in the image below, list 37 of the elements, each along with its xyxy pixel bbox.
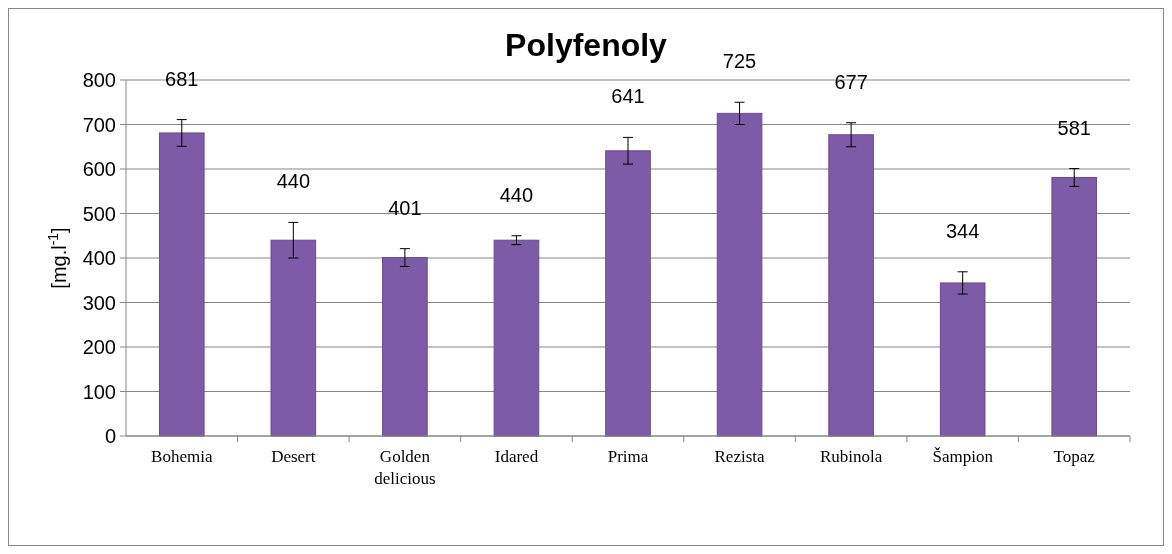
- y-tick-label: 700: [82, 113, 116, 136]
- x-tick-label: Idared: [494, 447, 539, 466]
- data-label: 641: [611, 85, 645, 108]
- bar: [382, 257, 428, 437]
- bar: [158, 132, 205, 437]
- data-label: 344: [945, 219, 980, 242]
- x-tick-label: Bohemia: [151, 447, 213, 466]
- bar: [605, 150, 651, 437]
- x-tick-label: Golden delicious: [374, 447, 436, 488]
- x-tick-label: Rubinola: [819, 447, 883, 466]
- bar: [828, 134, 874, 437]
- data-label: 440: [276, 170, 311, 193]
- data-label: 581: [1057, 116, 1091, 139]
- data-label: 725: [722, 50, 757, 73]
- x-tick-label: Topaz: [1053, 447, 1096, 466]
- y-tick-label: 200: [82, 336, 116, 358]
- x-tick-label: Šampion: [932, 447, 994, 466]
- bar: [270, 239, 317, 437]
- y-tick-label: 0: [104, 425, 116, 447]
- y-tick-label: 500: [82, 202, 116, 225]
- bar: [493, 239, 540, 437]
- bar: [1051, 176, 1098, 437]
- data-label: 677: [834, 70, 868, 93]
- chart-title: Polyfenoly: [505, 27, 668, 63]
- x-tick-label: Desert: [271, 447, 316, 466]
- data-label: 681: [165, 67, 199, 90]
- y-tick-label: 800: [82, 69, 116, 91]
- y-tick-label: 600: [82, 158, 116, 180]
- data-label: 401: [388, 196, 422, 219]
- data-label: 440: [499, 183, 534, 206]
- bar: [939, 282, 986, 437]
- x-tick-label: Rezista: [714, 447, 766, 466]
- y-tick-label: 100: [82, 380, 116, 403]
- x-tick-label: Prima: [607, 447, 649, 466]
- bar: [716, 112, 763, 437]
- y-tick-label: 300: [82, 291, 116, 314]
- y-tick-label: 400: [82, 247, 116, 269]
